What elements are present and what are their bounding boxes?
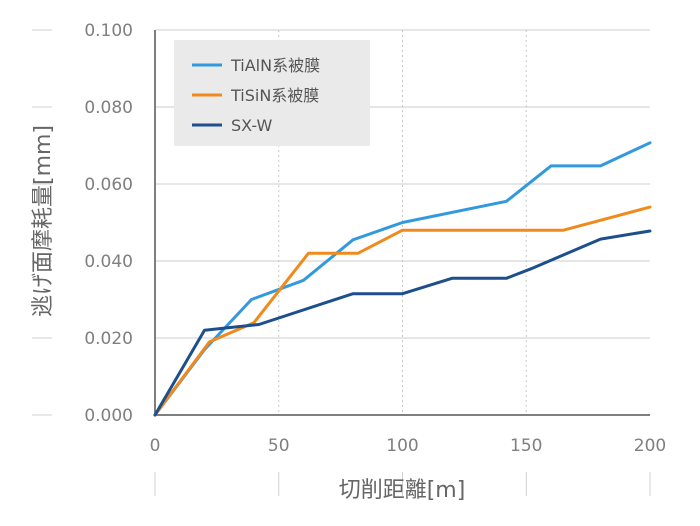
axes	[154, 30, 650, 416]
legend-label-1: TiSiN系被膜	[230, 86, 319, 105]
y-axis-title: 逃げ面摩耗量[mm]	[31, 125, 56, 317]
series-lines	[153, 141, 652, 417]
x-tick-label: 50	[268, 436, 290, 456]
y-tick-label: 0.100	[84, 21, 133, 41]
y-tick-label: 0.020	[84, 329, 133, 349]
x-tick-label: 200	[634, 436, 666, 456]
legend-label-0: TiAlN系被膜	[230, 56, 320, 75]
grid-lines	[32, 29, 651, 496]
x-tick-label: 0	[150, 436, 161, 456]
legend: TiAlN系被膜 TiSiN系被膜 SX-W	[174, 40, 370, 146]
series-line-1	[153, 205, 652, 417]
legend-box	[174, 40, 370, 146]
series-line-2	[153, 229, 652, 417]
x-tick-label: 100	[386, 436, 418, 456]
legend-label-2: SX-W	[231, 116, 272, 135]
series-line-0	[153, 141, 652, 417]
y-tick-label: 0.000	[84, 406, 133, 426]
y-tick-label: 0.040	[84, 252, 133, 272]
x-axis-title: 切削距離[m]	[339, 478, 466, 503]
tick-labels: 0.000 0.020 0.040 0.060 0.080 0.100 0 50 100 150 2…	[84, 21, 666, 456]
y-tick-label: 0.060	[84, 175, 133, 195]
y-tick-label: 0.080	[84, 98, 133, 118]
x-tick-label: 150	[510, 436, 542, 456]
